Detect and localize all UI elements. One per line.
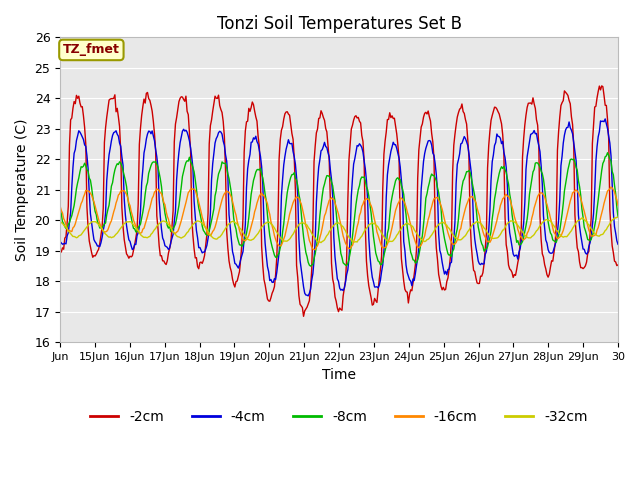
-16cm bbox=[607, 184, 615, 190]
-32cm bbox=[564, 232, 572, 238]
-8cm bbox=[564, 167, 572, 173]
-32cm bbox=[369, 221, 377, 227]
-4cm bbox=[396, 164, 404, 170]
-2cm bbox=[564, 93, 572, 98]
X-axis label: Time: Time bbox=[322, 368, 356, 382]
-8cm bbox=[614, 214, 622, 219]
-32cm bbox=[396, 227, 404, 233]
-2cm bbox=[56, 247, 64, 252]
Line: -2cm: -2cm bbox=[60, 86, 618, 316]
-16cm bbox=[292, 195, 300, 201]
-2cm bbox=[300, 313, 307, 319]
-8cm bbox=[230, 215, 237, 221]
Line: -32cm: -32cm bbox=[60, 217, 618, 242]
-16cm bbox=[614, 203, 622, 208]
-16cm bbox=[564, 208, 572, 214]
Title: Tonzi Soil Temperatures Set B: Tonzi Soil Temperatures Set B bbox=[216, 15, 461, 33]
-2cm bbox=[598, 83, 605, 89]
Line: -16cm: -16cm bbox=[60, 187, 618, 250]
-2cm bbox=[467, 242, 475, 248]
-4cm bbox=[467, 170, 475, 176]
-8cm bbox=[396, 177, 404, 182]
Line: -8cm: -8cm bbox=[60, 153, 618, 266]
-2cm bbox=[614, 262, 622, 268]
Legend: -2cm, -4cm, -8cm, -16cm, -32cm: -2cm, -4cm, -8cm, -16cm, -32cm bbox=[85, 404, 593, 430]
-8cm bbox=[292, 176, 300, 181]
-4cm bbox=[292, 161, 300, 167]
-8cm bbox=[56, 206, 64, 212]
-16cm bbox=[312, 247, 319, 252]
-16cm bbox=[56, 204, 64, 209]
-8cm bbox=[604, 150, 611, 156]
-4cm bbox=[56, 239, 64, 244]
-4cm bbox=[305, 293, 312, 299]
Text: TZ_fmet: TZ_fmet bbox=[63, 43, 120, 57]
-32cm bbox=[467, 224, 475, 229]
-8cm bbox=[467, 175, 475, 180]
Y-axis label: Soil Temperature (C): Soil Temperature (C) bbox=[15, 119, 29, 261]
-16cm bbox=[230, 204, 237, 209]
-2cm bbox=[292, 188, 300, 193]
Line: -4cm: -4cm bbox=[60, 119, 618, 296]
-2cm bbox=[396, 221, 404, 227]
-32cm bbox=[230, 218, 237, 224]
-32cm bbox=[614, 215, 622, 220]
-16cm bbox=[369, 212, 377, 218]
-16cm bbox=[467, 194, 475, 200]
-32cm bbox=[317, 240, 325, 245]
-4cm bbox=[602, 116, 609, 122]
-8cm bbox=[369, 233, 377, 239]
-4cm bbox=[564, 124, 572, 130]
-4cm bbox=[230, 253, 237, 259]
-32cm bbox=[56, 219, 64, 225]
-2cm bbox=[230, 281, 237, 287]
-2cm bbox=[369, 301, 377, 307]
-16cm bbox=[396, 196, 404, 202]
-8cm bbox=[307, 263, 314, 269]
-32cm bbox=[292, 227, 300, 232]
-4cm bbox=[369, 279, 377, 285]
-4cm bbox=[614, 241, 622, 247]
